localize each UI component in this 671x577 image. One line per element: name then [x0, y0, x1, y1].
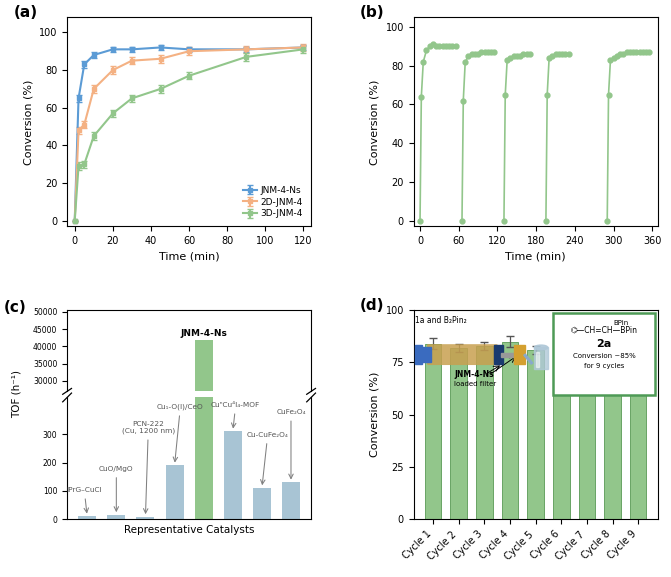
Bar — [578, 352, 595, 519]
Bar — [282, 482, 300, 519]
Bar — [476, 346, 493, 519]
Text: PCN-222
(Cu, 1200 nm): PCN-222 (Cu, 1200 nm) — [121, 421, 175, 513]
Bar — [527, 350, 544, 519]
Text: CuFe₂O₄: CuFe₂O₄ — [276, 410, 306, 478]
Y-axis label: Conversion (%): Conversion (%) — [370, 372, 380, 458]
Bar — [450, 348, 467, 519]
Text: (c): (c) — [3, 301, 26, 316]
Text: Cu₁-O(I)/CeO: Cu₁-O(I)/CeO — [157, 404, 204, 462]
Bar — [79, 516, 96, 519]
Text: JNM-4-Ns: JNM-4-Ns — [180, 329, 227, 338]
Bar — [107, 515, 125, 519]
Text: (d): (d) — [360, 298, 384, 313]
X-axis label: Representative Catalysts: Representative Catalysts — [124, 525, 254, 535]
Bar — [253, 488, 271, 519]
Bar — [223, 484, 242, 485]
Bar — [604, 344, 621, 519]
Y-axis label: Conversion (%): Conversion (%) — [23, 79, 34, 164]
Text: CuO/MgO: CuO/MgO — [99, 466, 134, 511]
Bar — [195, 339, 213, 485]
Bar — [502, 342, 518, 519]
Y-axis label: Conversion (%): Conversion (%) — [370, 79, 380, 164]
Text: IPrG–CuCl: IPrG–CuCl — [66, 488, 102, 512]
Bar — [136, 517, 154, 519]
Bar — [166, 484, 184, 485]
Text: (a): (a) — [13, 5, 38, 20]
Bar — [195, 0, 213, 519]
Text: TOF (h⁻¹): TOF (h⁻¹) — [12, 370, 21, 418]
Bar — [166, 466, 184, 519]
Text: CuⁿCu⁴I₄-MOF: CuⁿCu⁴I₄-MOF — [211, 402, 260, 428]
X-axis label: Time (min): Time (min) — [159, 252, 219, 262]
Bar — [630, 350, 646, 519]
X-axis label: Time (min): Time (min) — [505, 252, 566, 262]
Text: Cu-CuFe₂O₄: Cu-CuFe₂O₄ — [247, 432, 289, 484]
Bar — [425, 344, 442, 519]
Bar — [553, 348, 570, 519]
Legend: JNM-4-Ns, 2D-JNM-4, 3D-JNM-4: JNM-4-Ns, 2D-JNM-4, 3D-JNM-4 — [240, 182, 307, 222]
Bar — [223, 432, 242, 519]
Text: (b): (b) — [360, 5, 384, 20]
